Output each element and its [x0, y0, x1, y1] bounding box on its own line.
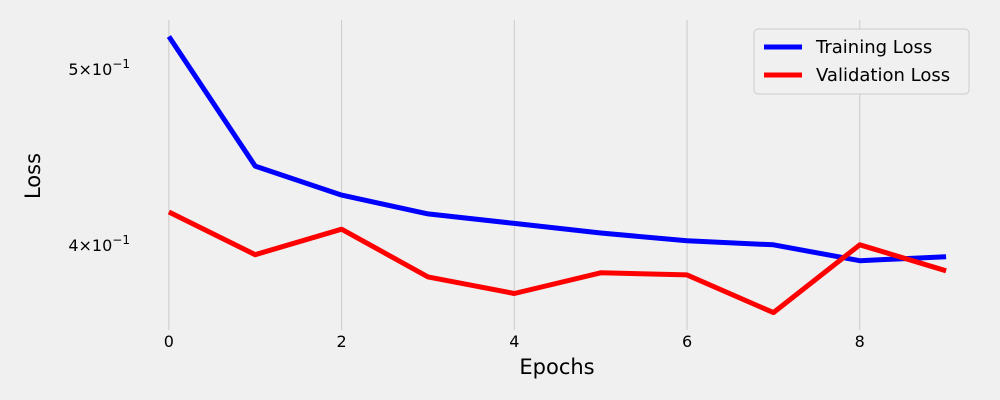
legend-label-training-loss: Training Loss	[815, 37, 932, 58]
x-tick-label: 8	[855, 332, 865, 351]
y-tick-labels: 4×10−1 5×10−1	[68, 57, 130, 255]
x-tick-label: 2	[336, 332, 346, 351]
x-axis-label: Epochs	[519, 355, 594, 379]
x-tick-label: 4	[509, 332, 519, 351]
series-line-validation-loss	[167, 209, 947, 316]
x-tick-label: 6	[682, 332, 692, 351]
series-line-training-loss	[166, 35, 947, 264]
legend-box	[753, 28, 970, 95]
legend-label-validation-loss: Validation Loss	[816, 65, 950, 86]
x-tick-label: 0	[164, 332, 174, 351]
y-tick-label: 4×10−1	[68, 233, 130, 255]
y-tick-label: 5×10−1	[68, 57, 130, 79]
series-lines	[166, 35, 947, 316]
x-tick-labels: 0 2 4 6 8	[164, 332, 865, 351]
legend: Training Loss Validation Loss	[753, 28, 970, 95]
y-axis-label: Loss	[21, 153, 45, 199]
